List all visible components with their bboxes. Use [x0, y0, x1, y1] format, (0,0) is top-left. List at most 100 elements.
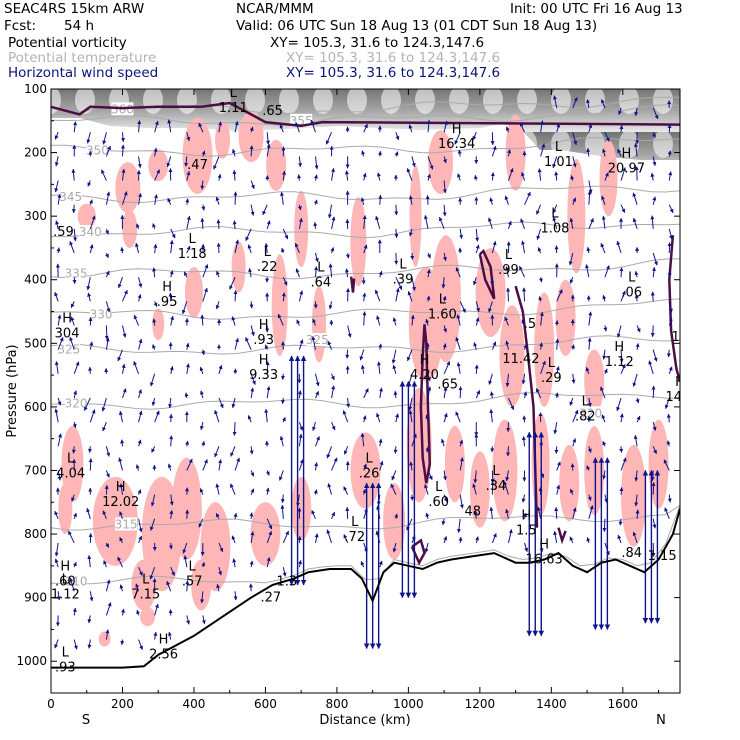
wind-vector	[331, 421, 336, 431]
extremum-type-L: L	[142, 572, 150, 587]
wind-vector	[571, 373, 576, 384]
wind-vector	[363, 388, 369, 399]
wind-vector	[456, 362, 461, 374]
wind-vector	[360, 197, 365, 205]
wind-vector	[393, 390, 398, 399]
wind-vector	[636, 415, 641, 423]
pv-blob-14	[499, 305, 525, 407]
wind-vector	[668, 171, 673, 181]
wind-vector	[230, 446, 236, 457]
wind-vector	[201, 615, 206, 625]
wind-vectors	[54, 95, 674, 650]
pv-blob-39	[469, 451, 490, 528]
wind-vector	[473, 342, 478, 350]
wind-vector	[183, 271, 188, 278]
wind-vector	[153, 301, 158, 307]
wind-vector	[185, 363, 190, 374]
wind-vector	[282, 276, 288, 286]
extremum-type-L: L	[435, 480, 443, 495]
wind-vector	[103, 560, 107, 568]
wind-vector	[120, 439, 125, 447]
pv-blob-22	[231, 241, 246, 293]
wind-vector	[331, 511, 336, 520]
wind-vector	[54, 291, 59, 302]
wind-vector	[507, 397, 515, 411]
pv-blob-24	[122, 209, 138, 248]
wind-vector	[89, 591, 94, 602]
wind-vector	[55, 220, 59, 229]
wind-vector	[265, 470, 270, 476]
wind-vector	[327, 204, 333, 219]
extremum-value: .72	[344, 530, 365, 545]
wind-vector	[521, 240, 526, 254]
wind-vector	[247, 244, 252, 254]
wind-vector	[475, 244, 480, 254]
wind-vector	[569, 488, 574, 495]
wind-vector	[87, 555, 92, 568]
wind-vector	[88, 366, 93, 374]
wind-vector	[216, 270, 220, 278]
center-label: NCAR/MMM	[236, 1, 314, 17]
y-tick-label: 900	[24, 591, 47, 605]
wind-vector	[342, 410, 349, 423]
wind-vector	[298, 290, 304, 302]
wind-vector	[537, 247, 542, 254]
wind-vector	[556, 123, 561, 133]
wind-vector	[233, 368, 238, 374]
wind-vector	[69, 577, 75, 592]
wind-vector	[86, 507, 91, 519]
wind-vector	[650, 291, 655, 302]
wind-vector	[234, 457, 241, 471]
wind-vector	[218, 542, 224, 553]
wind-vector	[604, 132, 610, 142]
wind-vector	[473, 174, 478, 181]
wind-vector	[586, 99, 590, 109]
wind-vector	[122, 191, 128, 205]
wind-vector	[69, 241, 75, 254]
model-title: SEAC4RS 15km ARW	[4, 1, 145, 17]
wind-vector	[137, 294, 142, 302]
wind-vector	[343, 486, 349, 495]
wind-vector	[648, 360, 654, 374]
wind-vector	[362, 172, 367, 181]
wind-vector	[378, 194, 383, 205]
wind-vector	[310, 119, 316, 133]
wind-vector	[280, 247, 285, 254]
wind-vector	[459, 494, 464, 509]
wind-vector	[135, 242, 140, 254]
wind-vector	[537, 168, 542, 181]
wind-vector	[72, 607, 77, 616]
wind-vector	[105, 270, 110, 278]
wind-vector	[326, 446, 333, 459]
wind-vector	[652, 132, 656, 139]
wind-vector	[392, 317, 397, 326]
pv-blob-42	[559, 445, 580, 522]
pv-blob-33	[250, 502, 281, 566]
wind-vector	[279, 124, 284, 133]
extremum-type-L: L	[189, 232, 197, 247]
wind-vector	[411, 277, 416, 291]
x-tick-label: 1000	[393, 697, 424, 711]
wind-vector	[166, 580, 172, 592]
wind-vector	[408, 195, 413, 205]
wind-vector	[137, 156, 142, 169]
wind-vector	[393, 446, 398, 454]
wind-vector	[395, 287, 400, 302]
wind-vector	[602, 294, 607, 302]
wind-vector	[121, 608, 125, 616]
x-tick-label: 1200	[465, 697, 496, 711]
wind-vector	[505, 508, 510, 519]
extremum-type-L: L	[492, 464, 500, 479]
wind-vector	[635, 509, 640, 519]
pv-blob-20	[271, 254, 288, 357]
wind-vector	[265, 487, 270, 495]
pv-blob-48	[98, 631, 111, 647]
field-name-pv: Potential vorticity	[8, 35, 127, 51]
wind-vector	[440, 438, 445, 447]
wind-vector	[199, 390, 204, 399]
y-tick-label: 800	[24, 527, 47, 541]
wind-vector	[425, 195, 430, 205]
wind-vector	[169, 366, 174, 374]
extremum-value: .29	[541, 371, 562, 386]
wind-vector	[587, 337, 592, 350]
